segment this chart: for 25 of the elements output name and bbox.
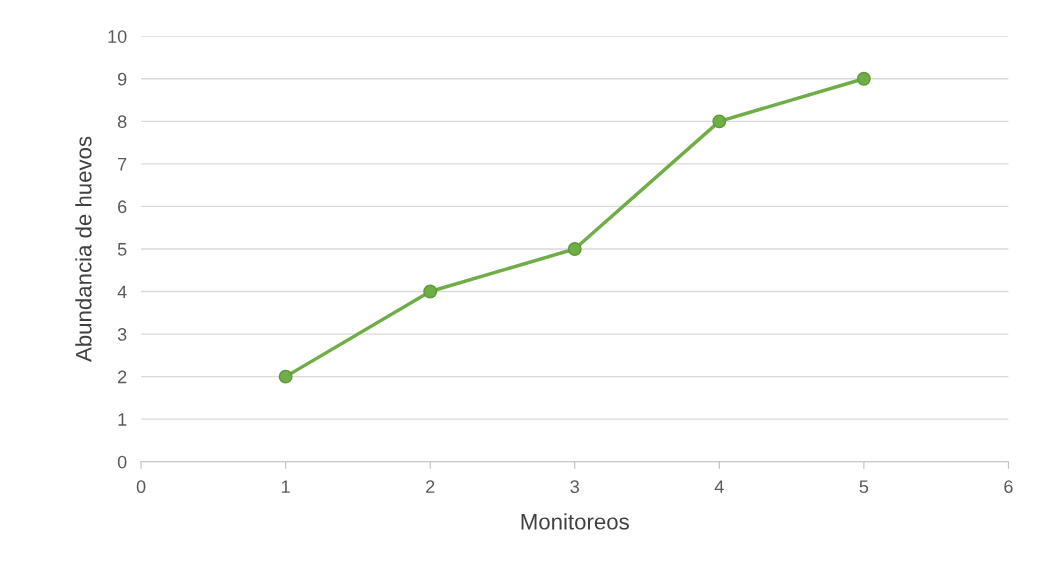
y-tick-label: 6 (118, 200, 127, 214)
x-tick-label: 6 (1004, 480, 1013, 494)
y-tick-label: 10 (108, 30, 127, 43)
x-tick-label: 0 (136, 480, 146, 494)
y-tick-label: 5 (117, 243, 127, 256)
y-tick-label: 8 (117, 115, 127, 129)
point (712, 114, 727, 129)
x-axis-title: Monitoreos (521, 513, 629, 530)
x-tick-label: 2 (426, 480, 435, 493)
point (856, 71, 871, 86)
y-tick-label: 1 (118, 413, 127, 426)
x-tick-label: 4 (714, 480, 724, 493)
y-tick-label: 2 (118, 370, 127, 384)
x-tick-label: 5 (859, 480, 869, 494)
point (423, 284, 438, 299)
y-axis-title: Abundancia de huevos (75, 136, 92, 362)
point (567, 242, 582, 256)
y-tick-label: 9 (117, 72, 127, 86)
point (278, 369, 293, 384)
y-tick-label: 7 (118, 158, 127, 171)
y-tick-label: 0 (117, 455, 127, 469)
x-tick-label: 3 (570, 480, 579, 494)
y-tick-label: 4 (117, 285, 127, 299)
x-tick-label: 1 (281, 480, 290, 493)
y-tick-label: 3 (117, 328, 127, 341)
